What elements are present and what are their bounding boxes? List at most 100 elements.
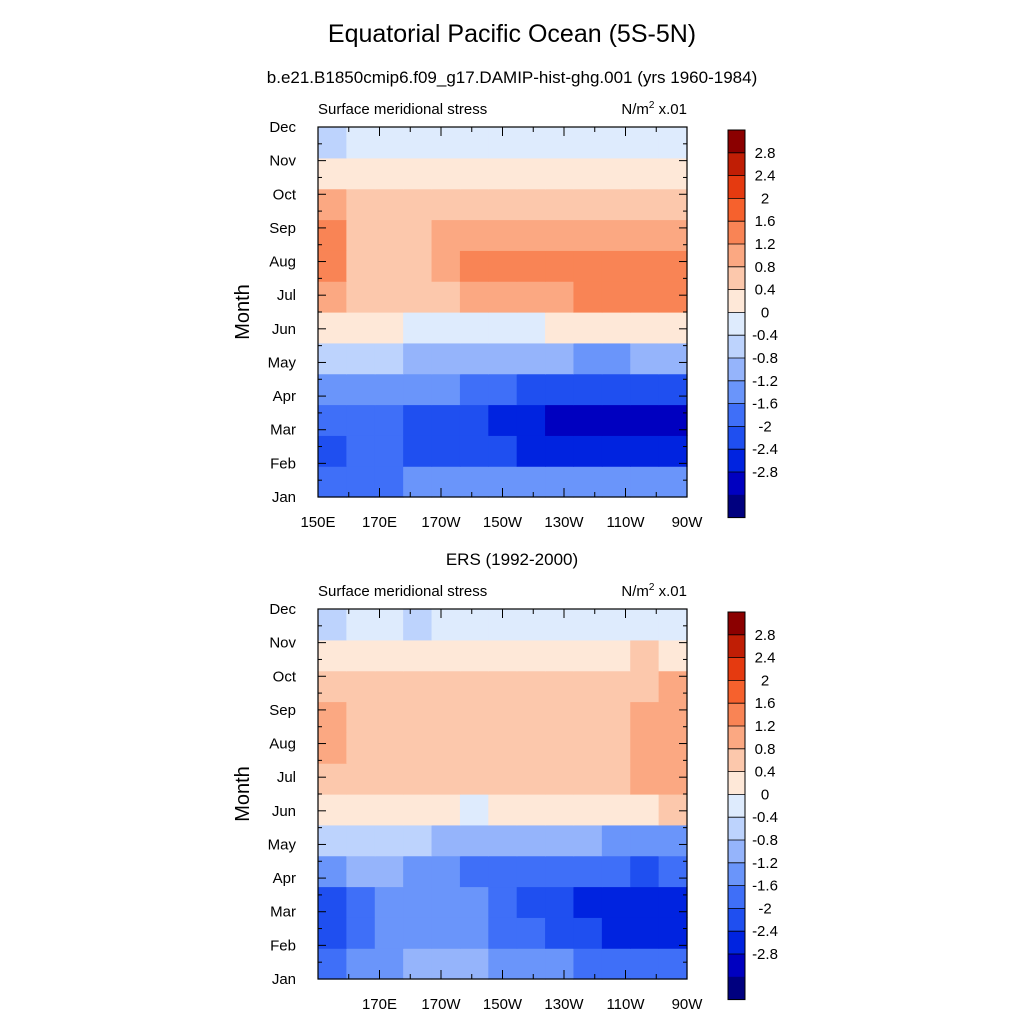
heatmap-cell [403,312,433,344]
heatmap-cell [516,639,546,672]
x-tick-label: 170W [421,996,461,1013]
heatmap-cell [516,219,546,251]
heatmap-cell [346,157,376,190]
heatmap-cell [488,157,518,190]
colorbar-label: -1.2 [752,855,778,872]
heatmap-cell [374,701,404,733]
heatmap-cell [573,188,603,221]
heatmap-cell [403,250,433,282]
heatmap-cell [573,466,603,498]
heatmap-cell [601,701,631,733]
x-tick-label: 170E [362,996,397,1013]
heatmap-cell [403,609,433,641]
x-tick-label: 110W [606,514,645,531]
heatmap-cell [431,466,461,498]
heatmap-cell [545,948,575,980]
heatmap-cell [488,188,518,221]
heatmap-cell [545,824,575,857]
y-tick-label: Jun [272,803,296,820]
heatmap-cell [318,886,347,918]
heatmap-cell [346,281,376,313]
heatmap-cell [431,855,461,888]
y-tick-label: Nov [269,635,296,652]
heatmap-cell [403,701,433,733]
heatmap-cell [658,948,688,980]
colorbar-box [728,244,745,268]
y-tick-label: Jun [272,321,296,338]
heatmap-cell [346,435,376,467]
heatmap-cell [573,404,603,436]
colorbar-label: 2 [761,672,769,689]
heatmap-cell [374,157,404,190]
heatmap-cell [346,670,376,703]
heatmap-cell [403,373,433,406]
y-tick-label: Dec [269,119,296,136]
units-label: N/m2 x.01 [621,582,687,600]
heatmap-cell [431,404,461,436]
heatmap-cell [431,917,461,949]
colorbar-box [728,840,745,864]
heatmap-cell [658,250,688,282]
y-tick-label: May [268,836,297,853]
colorbar-label: 0.8 [755,259,776,276]
colorbar-box [728,472,745,496]
heatmap-cell [601,404,631,436]
heatmap-cell [374,670,404,703]
heatmap-cell [431,281,461,313]
heatmap-cell [573,824,603,857]
heatmap-cell [459,701,489,733]
x-tick-label: 170E [362,514,397,531]
heatmap-cell [545,917,575,949]
heatmap-cell [318,639,347,672]
heatmap-cell [459,609,489,641]
heatmap-cell [658,157,688,190]
heatmap-cell [516,435,546,467]
heatmap-cell [516,794,546,826]
heatmap-cell [459,342,489,375]
y-tick-label: Oct [273,186,297,203]
heatmap-cell [346,948,376,980]
heatmap-cell [516,281,546,313]
heatmap-cell [573,373,603,406]
heatmap-cell [459,435,489,467]
heatmap-cell [601,917,631,949]
colorbar-label: -0.8 [752,832,778,849]
heatmap-cell [573,886,603,918]
colorbar-box [728,175,745,199]
colorbar-label: -1.2 [752,373,778,390]
heatmap-cell [459,917,489,949]
heatmap-cell [488,404,518,436]
heatmap-cell [573,794,603,826]
heatmap-cell [374,435,404,467]
heatmap-cell [601,373,631,406]
heatmap-cell [516,886,546,918]
colorbar-label: -0.4 [752,809,778,826]
heatmap-cell [346,855,376,888]
heatmap-cell [403,639,433,672]
heatmap-cell [459,732,489,764]
colorbar-label: 0 [761,304,769,321]
heatmap-cell [403,670,433,703]
heatmap-cell [459,157,489,190]
heatmap-cell [488,281,518,313]
heatmap-cell [630,219,660,251]
heatmap-cell [573,917,603,949]
heatmap-cell [601,948,631,980]
colorbar-label: 2.8 [755,627,776,644]
heatmap-cell [318,435,347,467]
heatmap-cell [431,609,461,641]
heatmap-cell [403,466,433,498]
heatmap-cell [573,127,603,159]
heatmap-cell [431,127,461,159]
x-tick-label: 90W [672,514,704,531]
heatmap-cell [403,917,433,949]
heatmap-cell [346,127,376,159]
heatmap-cell [658,219,688,251]
heatmap-cells [318,127,688,498]
heatmap-cell [545,763,575,795]
heatmap-cell [431,824,461,857]
colorbar-box [728,380,745,404]
x-tick-label: 150W [483,996,523,1013]
heatmap-cell [459,948,489,980]
heatmap-cell [516,948,546,980]
